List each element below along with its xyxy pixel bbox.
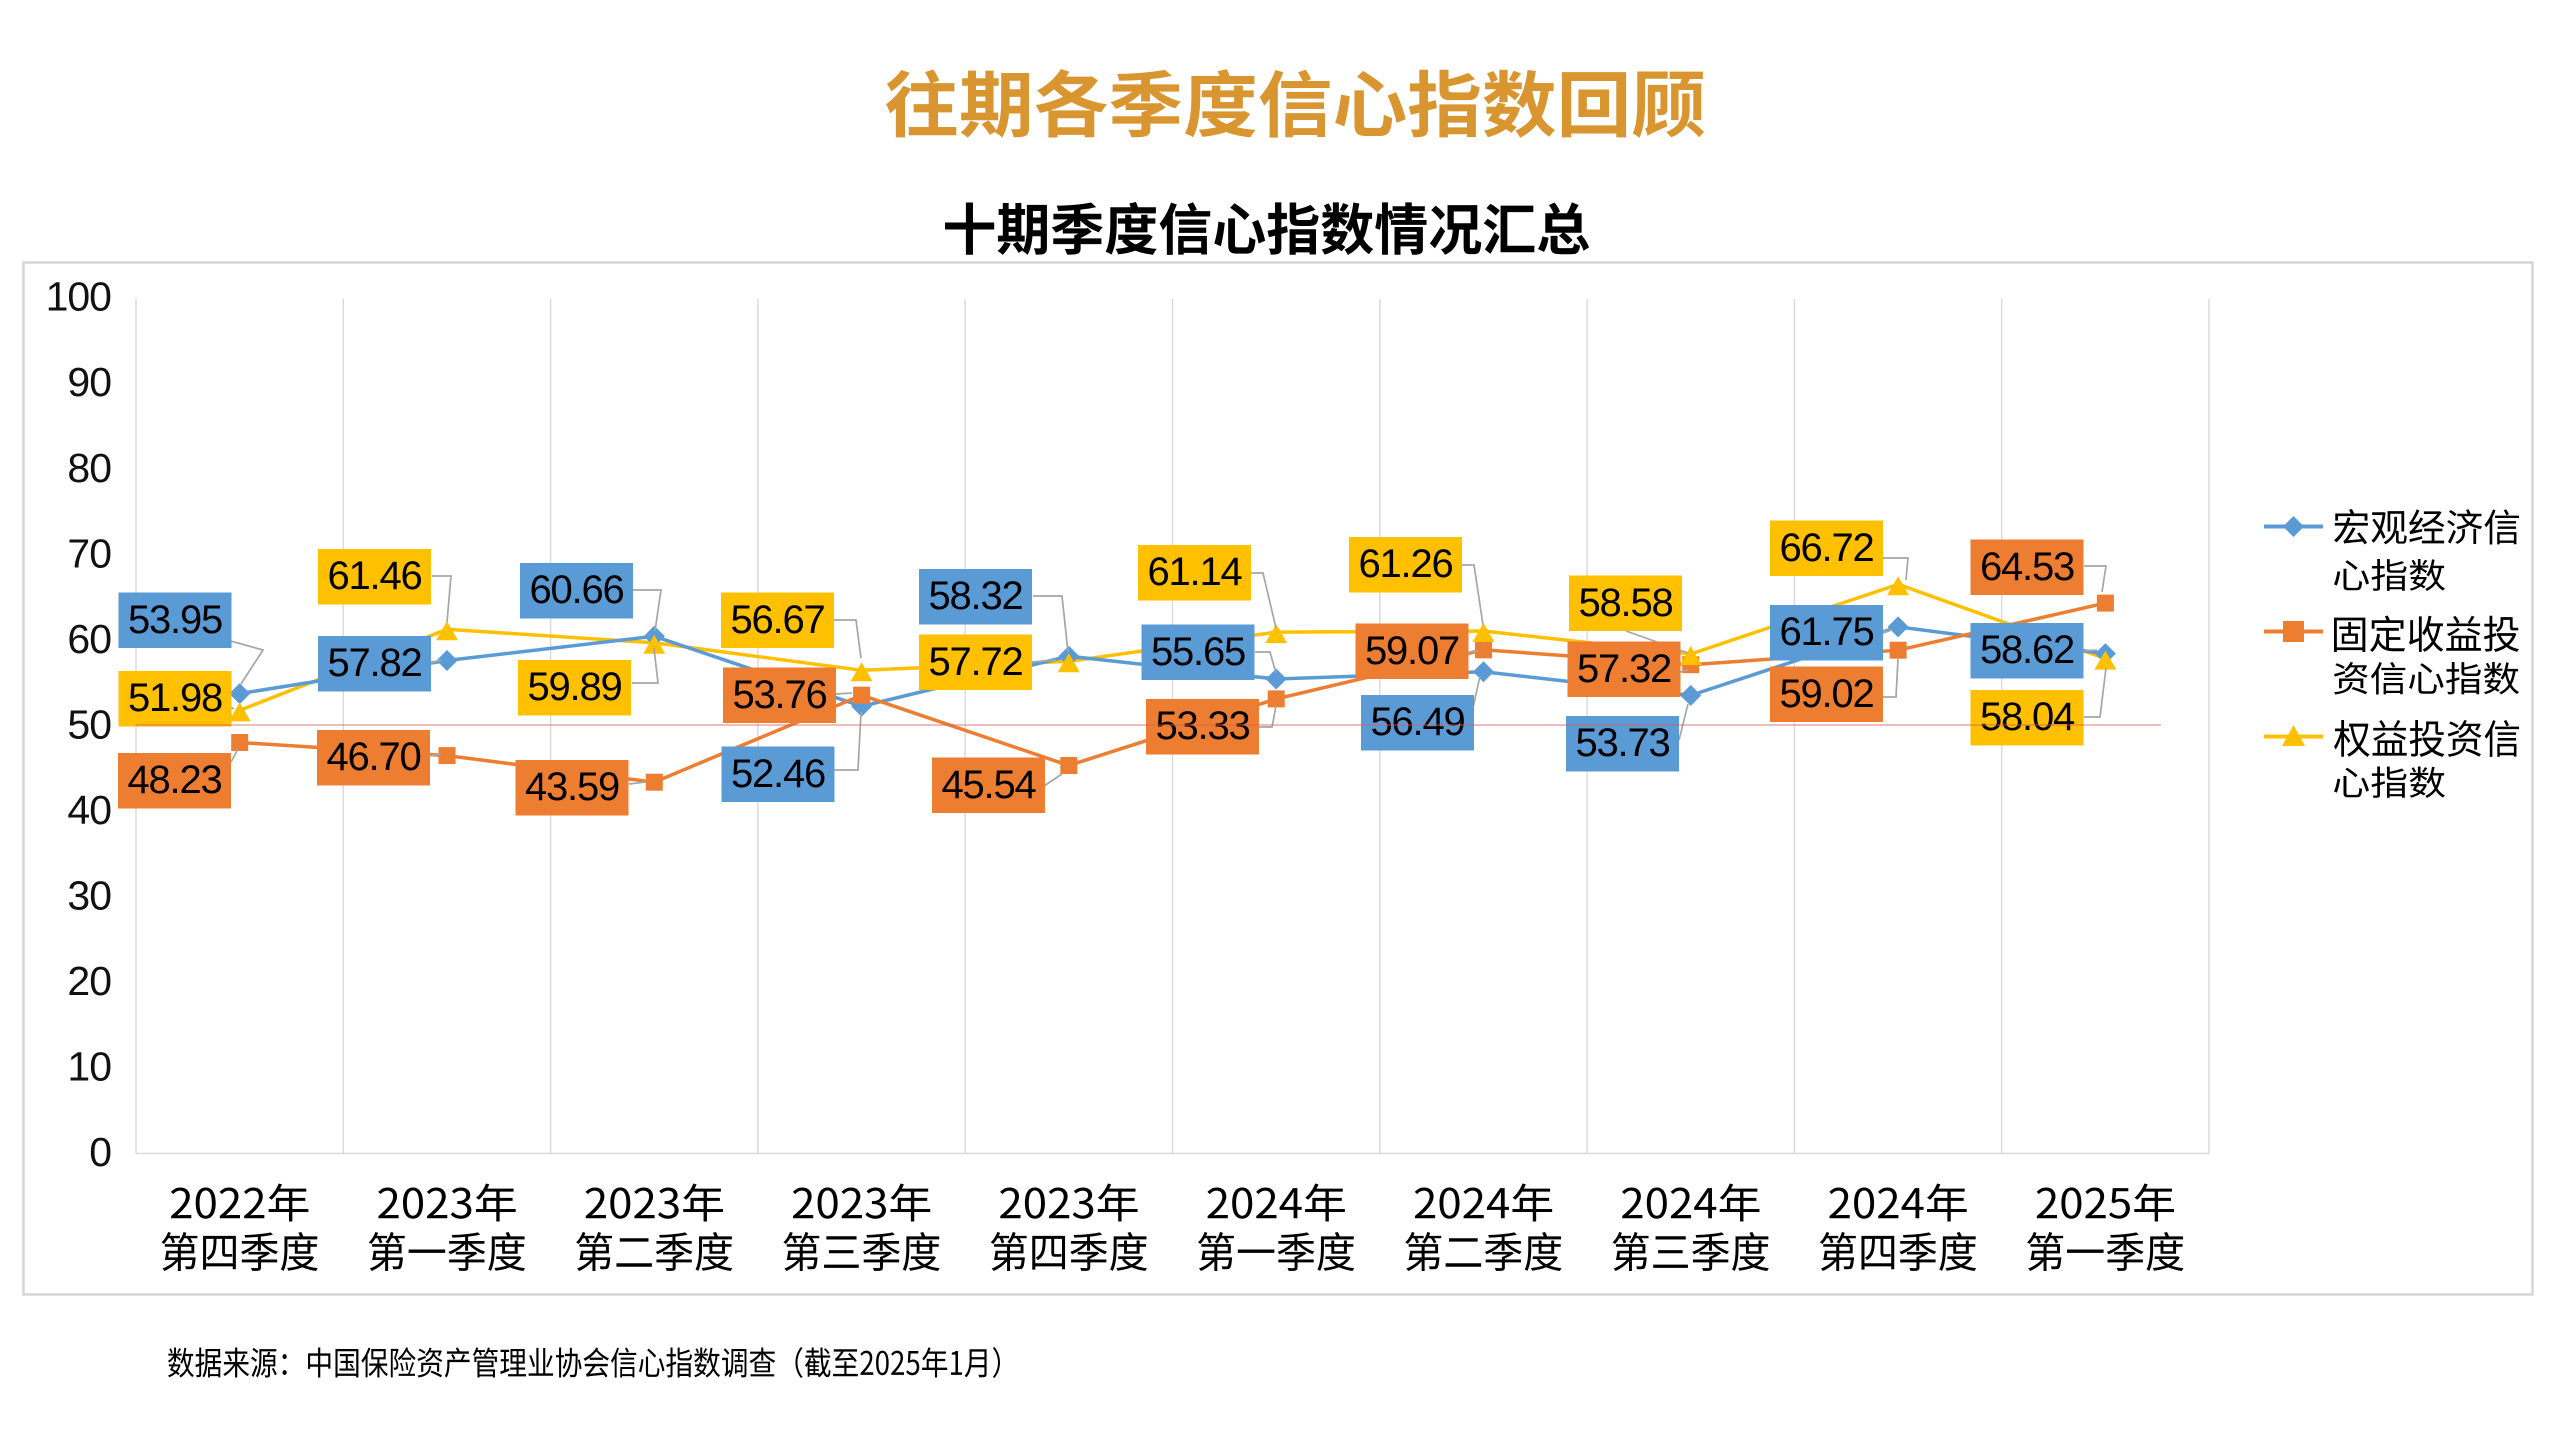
svg-text:80: 80	[67, 445, 111, 491]
svg-text:46.70: 46.70	[326, 735, 420, 779]
svg-text:52.46: 52.46	[731, 752, 825, 796]
svg-text:51.98: 51.98	[128, 676, 222, 720]
svg-text:61.26: 61.26	[1358, 542, 1452, 586]
svg-text:53.33: 53.33	[1155, 704, 1249, 748]
svg-text:57.32: 57.32	[1577, 647, 1671, 691]
svg-text:70: 70	[67, 530, 111, 576]
svg-text:59.07: 59.07	[1365, 629, 1459, 673]
svg-text:90: 90	[67, 359, 111, 405]
svg-text:59.02: 59.02	[1779, 672, 1873, 716]
svg-text:61.46: 61.46	[327, 554, 421, 598]
svg-text:53.95: 53.95	[128, 598, 222, 642]
svg-text:61.75: 61.75	[1779, 610, 1873, 654]
svg-text:61.14: 61.14	[1147, 550, 1242, 594]
svg-text:57.72: 57.72	[928, 640, 1022, 684]
svg-text:64.53: 64.53	[1980, 545, 2074, 589]
svg-text:100: 100	[46, 274, 112, 320]
svg-text:59.89: 59.89	[527, 665, 621, 709]
svg-text:0: 0	[89, 1129, 111, 1175]
svg-text:10: 10	[67, 1044, 111, 1090]
svg-text:58.04: 58.04	[1980, 695, 2075, 739]
svg-text:66.72: 66.72	[1779, 526, 1873, 570]
svg-text:58.58: 58.58	[1578, 581, 1672, 625]
svg-text:20: 20	[67, 958, 111, 1004]
svg-text:55.65: 55.65	[1151, 630, 1245, 674]
svg-text:58.62: 58.62	[1980, 628, 2074, 672]
svg-text:50: 50	[67, 701, 111, 747]
svg-text:53.73: 53.73	[1575, 721, 1669, 765]
svg-text:60.66: 60.66	[529, 568, 623, 612]
svg-text:43.59: 43.59	[525, 765, 619, 809]
svg-text:57.82: 57.82	[327, 641, 421, 685]
svg-text:30: 30	[67, 872, 111, 918]
svg-text:58.32: 58.32	[928, 574, 1022, 618]
svg-text:45.54: 45.54	[941, 763, 1036, 807]
svg-text:56.67: 56.67	[730, 598, 824, 642]
svg-text:48.23: 48.23	[127, 758, 221, 802]
svg-text:60: 60	[67, 616, 111, 662]
svg-text:56.49: 56.49	[1370, 700, 1464, 744]
svg-text:40: 40	[67, 787, 111, 833]
svg-text:53.76: 53.76	[732, 673, 826, 717]
